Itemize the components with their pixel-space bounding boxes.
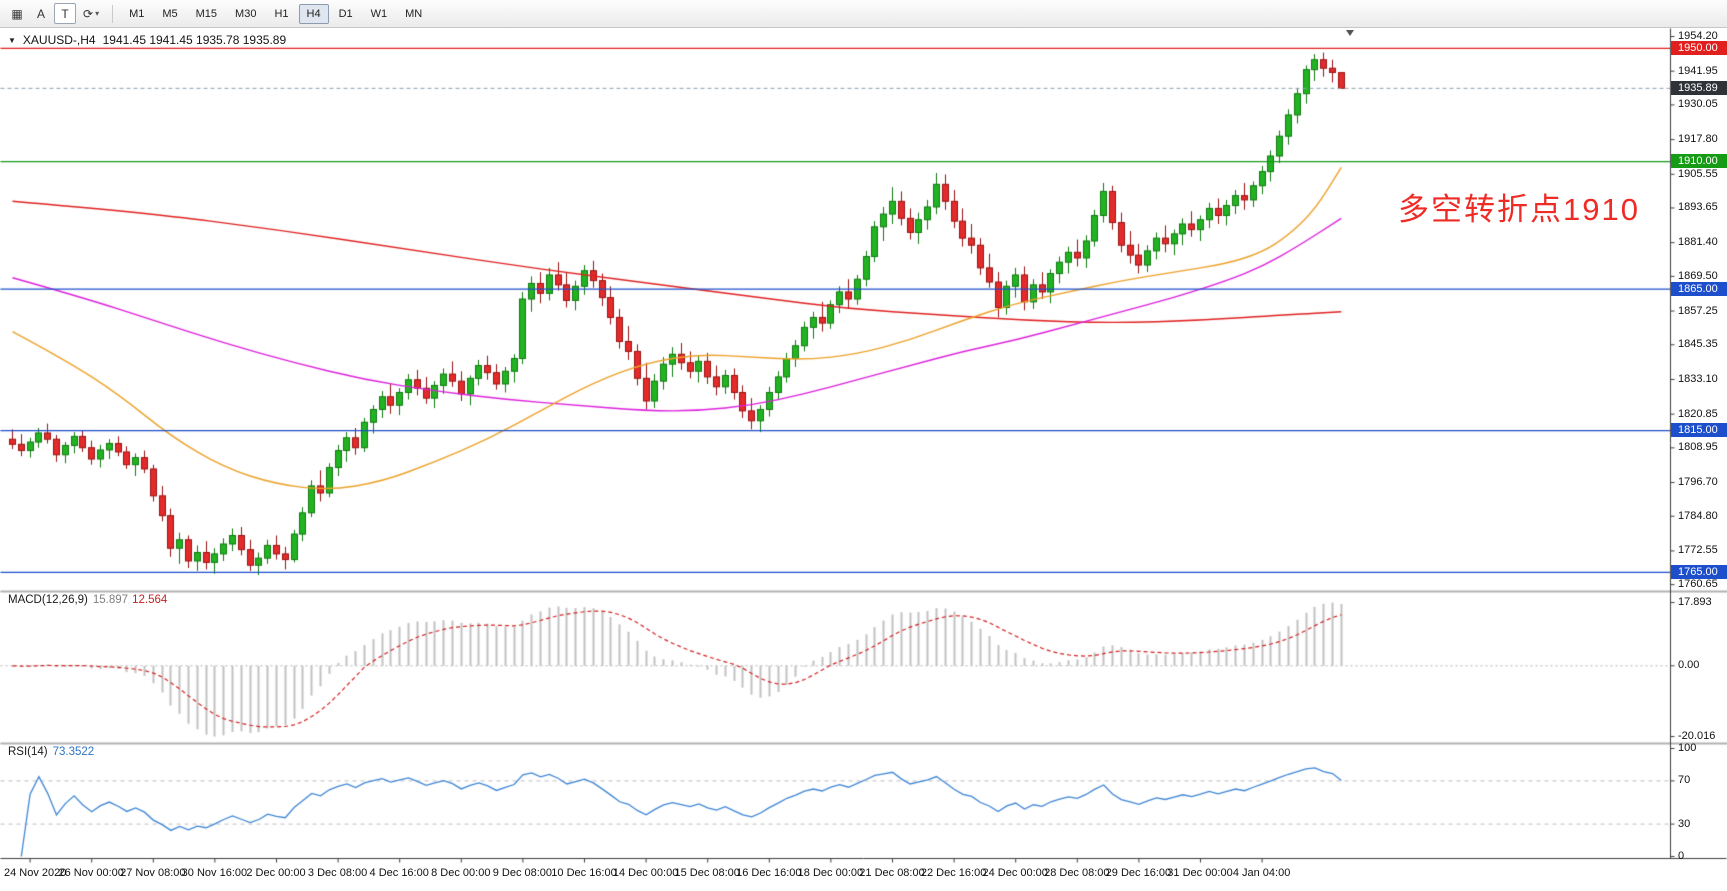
price-scale-tick: 1941.95 — [1678, 64, 1718, 77]
charts-grid-icon[interactable]: ▦ — [6, 3, 28, 24]
rsi-name: RSI(14) — [8, 746, 48, 758]
template-tool-glyph: T — [61, 6, 69, 21]
price-scale-tick: 1930.05 — [1678, 98, 1718, 111]
timeframe-button-M5[interactable]: M5 — [154, 4, 185, 24]
price-scale-tick: 70 — [1678, 774, 1691, 787]
price-scale[interactable]: 1954.20 1941.95 1930.05 1917.80 1905.55 1893.… — [1671, 28, 1727, 862]
time-axis-label: 27 Nov 08:00 — [120, 867, 186, 879]
price-level-badge: 1910.00 — [1671, 154, 1727, 169]
time-axis-label: 15 Dec 08:00 — [674, 867, 740, 879]
price-level-badge: 1765.00 — [1671, 564, 1727, 579]
price-scale-tick: 1845.35 — [1678, 338, 1718, 351]
timeframe-button-M30[interactable]: M30 — [227, 4, 264, 24]
price-scale-tick: 1857.25 — [1678, 304, 1718, 317]
chart-shift-marker[interactable] — [1346, 30, 1354, 36]
price-level-badge: 1815.00 — [1671, 423, 1727, 438]
price-scale-tick: 1905.55 — [1678, 167, 1718, 180]
time-axis-label: 9 Dec 08:00 — [492, 867, 553, 879]
chart-area: ▼ XAUUSD-,H4 1941.45 1941.45 1935.78 193… — [0, 28, 1727, 891]
time-axis-label: 24 Dec 00:00 — [982, 867, 1048, 879]
text-tool-glyph: A — [36, 6, 45, 21]
price-scale-tick: 17.893 — [1678, 596, 1712, 609]
time-axis-label: 4 Dec 16:00 — [369, 867, 429, 879]
timeframe-button-H4[interactable]: H4 — [298, 3, 329, 24]
price-scale-tick: 1772.55 — [1678, 544, 1718, 557]
bid-price-badge: 1935.89 — [1671, 80, 1727, 95]
chart-annotation-text: 多空转折点1910 — [1398, 192, 1640, 227]
macd-indicator-label: MACD(12,26,9) 15.897 12.564 — [8, 594, 167, 606]
text-tool-button[interactable]: A — [30, 3, 52, 24]
timeframe-button-MN[interactable]: MN — [397, 4, 430, 24]
time-axis-label: 14 Dec 00:00 — [612, 867, 679, 879]
price-scale-tick: 100 — [1678, 742, 1697, 754]
price-scale-tick: 1881.40 — [1678, 236, 1718, 249]
price-scale-tick: 1796.70 — [1678, 476, 1718, 489]
timeframe-button-W1[interactable]: W1 — [363, 4, 396, 24]
price-level-badge: 1865.00 — [1671, 281, 1727, 296]
toolbar: ▦ A T ⟳ ▾ M1 M5 M15 M30 H1 H4 D1 W1 MN — [0, 0, 1727, 28]
cycle-dropdown-button[interactable]: ⟳ ▾ — [78, 3, 104, 24]
price-scale-tick: 1760.65 — [1678, 578, 1718, 591]
time-axis-label: 8 Dec 00:00 — [431, 867, 491, 879]
ohlc-toggle-icon[interactable]: ▼ — [8, 35, 16, 45]
template-tool-button[interactable]: T — [54, 3, 76, 24]
timeframe-button-H1[interactable]: H1 — [266, 4, 296, 24]
cycle-icon: ⟳ — [83, 6, 94, 21]
time-axis-label: 21 Dec 08:00 — [859, 867, 925, 879]
time-axis-label: 4 Jan 04:00 — [1232, 867, 1291, 879]
price-scale-tick: 0.00 — [1678, 659, 1700, 672]
rsi-value: 73.3522 — [52, 746, 95, 758]
timeframe-toolbar: M1 M5 M15 M30 H1 H4 D1 W1 MN — [120, 3, 431, 24]
timeframe-button-M1[interactable]: M1 — [121, 4, 152, 24]
price-scale-tick: 1784.80 — [1678, 509, 1718, 522]
price-scale-tick: 0 — [1678, 850, 1685, 862]
time-axis-label: 3 Dec 08:00 — [307, 867, 368, 879]
timeframe-button-D1[interactable]: D1 — [331, 4, 361, 24]
time-axis[interactable]: 24 Nov 2020 26 Nov 00:00 27 Nov 08:00 30 No… — [0, 860, 1671, 891]
price-scale-tick: 1820.85 — [1678, 407, 1718, 420]
rsi-indicator-label: RSI(14) 73.3522 — [8, 746, 94, 758]
price-chart-canvas[interactable] — [0, 28, 1727, 891]
price-scale-tick: -20.016 — [1678, 730, 1716, 743]
price-scale-tick: 1808.95 — [1678, 441, 1718, 454]
chevron-down-icon: ▾ — [95, 9, 100, 18]
chart-symbol-title: ▼ XAUUSD-,H4 1941.45 1941.45 1935.78 193… — [8, 33, 286, 47]
price-scale-tick: 1954.20 — [1678, 30, 1718, 42]
time-axis-label: 26 Nov 00:00 — [58, 867, 124, 879]
ohlc-values: 1941.45 1941.45 1935.78 1935.89 — [102, 33, 287, 47]
time-axis-label: 24 Nov 2020 — [4, 867, 67, 879]
time-axis-label: 31 Dec 00:00 — [1167, 867, 1233, 879]
symbol-name: XAUUSD-,H4 — [22, 33, 96, 47]
time-axis-label: 30 Nov 16:00 — [181, 867, 248, 879]
price-scale-tick: 30 — [1678, 817, 1691, 830]
macd-main-value: 15.897 — [92, 594, 129, 606]
price-scale-tick: 1833.10 — [1678, 372, 1718, 385]
price-scale-tick: 1893.65 — [1678, 201, 1718, 214]
time-axis-label: 22 Dec 16:00 — [920, 867, 987, 879]
macd-signal-value: 12.564 — [132, 594, 168, 606]
price-scale-tick: 1917.80 — [1678, 133, 1718, 146]
charts-grid-glyph: ▦ — [11, 6, 23, 21]
price-scale-tick: 1869.50 — [1678, 269, 1718, 282]
time-axis-label: 29 Dec 16:00 — [1105, 867, 1172, 879]
time-axis-label: 28 Dec 08:00 — [1044, 867, 1110, 879]
time-axis-label: 2 Dec 00:00 — [246, 867, 306, 879]
toolbar-separator — [112, 4, 114, 23]
timeframe-button-M15[interactable]: M15 — [188, 4, 225, 24]
macd-name: MACD(12,26,9) — [8, 594, 88, 606]
time-axis-label: 10 Dec 16:00 — [551, 867, 617, 879]
time-axis-label: 16 Dec 16:00 — [736, 867, 802, 879]
time-axis-label: 18 Dec 00:00 — [797, 867, 864, 879]
price-level-badge: 1950.00 — [1671, 40, 1727, 55]
